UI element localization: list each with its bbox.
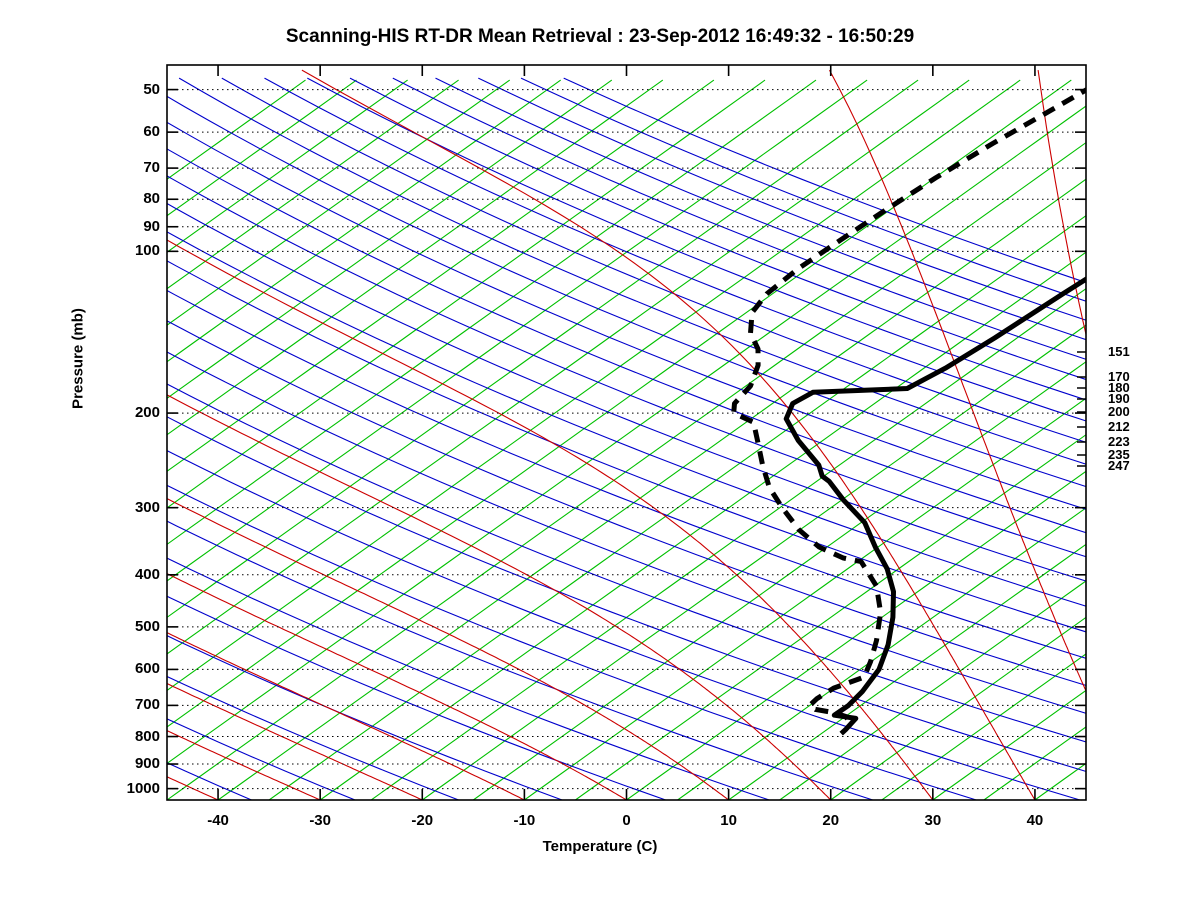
- dry-adiabat-lines: [167, 77, 1086, 800]
- y-tick-500: 500: [134, 617, 160, 635]
- moist-adiabat-lines: [167, 69, 1086, 800]
- y-tick-1000: 1000: [126, 779, 160, 797]
- right-tick-235: 235: [1108, 447, 1130, 462]
- y-tick-400: 400: [134, 565, 160, 583]
- y-tick-60: 60: [143, 123, 160, 141]
- right-tick-190: 190: [1108, 391, 1130, 406]
- plot-frame: [166, 64, 1087, 801]
- y-tick-70: 70: [143, 159, 160, 177]
- y-tick-90: 90: [143, 217, 160, 235]
- right-tick-170: 170: [1108, 369, 1130, 384]
- y-tick-100: 100: [134, 242, 160, 260]
- x-tick-neg20: -20: [411, 812, 434, 829]
- dewpoint-profile-curve: [731, 87, 1086, 724]
- right-tick-151: 151: [1108, 344, 1130, 359]
- y-tick-80: 80: [143, 190, 160, 208]
- temperature-profile-curve: [783, 276, 1086, 736]
- right-axis-tick-labels: 151 170 180 190 200 212 223 235 247: [1108, 0, 1200, 900]
- x-tick-20: 20: [822, 812, 840, 829]
- x-axis-tick-labels: -40 -30 -20 -10 0 10 20 30 40: [0, 812, 1200, 842]
- y-tick-200: 200: [134, 404, 160, 422]
- mixing-ratio-lines: [167, 79, 1086, 800]
- pressure-gridlines: [167, 89, 1086, 790]
- x-tick-neg40: -40: [207, 812, 229, 829]
- x-tick-30: 30: [924, 812, 942, 829]
- x-tick-10: 10: [720, 812, 737, 829]
- right-tick-212: 212: [1108, 419, 1130, 434]
- y-tick-300: 300: [134, 498, 160, 516]
- x-tick-40: 40: [1026, 812, 1044, 829]
- right-tick-200: 200: [1108, 404, 1130, 419]
- right-tick-223: 223: [1108, 434, 1130, 449]
- right-tick-247: 247: [1108, 458, 1130, 473]
- right-tick-180: 180: [1108, 380, 1130, 395]
- y-axis-tick-labels: 50 60 70 80 90 100 200 300 400 500 600 700 800 900 100…: [88, 0, 160, 900]
- x-tick-neg10: -10: [513, 812, 536, 829]
- y-tick-600: 600: [134, 660, 160, 678]
- axis-ticks: [167, 65, 1086, 800]
- y-tick-50: 50: [143, 80, 160, 98]
- x-axis-label: Temperature (C): [542, 838, 658, 855]
- x-tick-0: 0: [622, 812, 631, 829]
- chart-title: Scanning-HIS RT-DR Mean Retrieval : 23-S…: [285, 26, 915, 47]
- y-tick-700: 700: [134, 696, 160, 714]
- y-tick-900: 900: [134, 755, 160, 773]
- x-tick-neg30: -30: [309, 812, 331, 829]
- profile-curves: [731, 87, 1086, 736]
- y-tick-800: 800: [134, 727, 160, 745]
